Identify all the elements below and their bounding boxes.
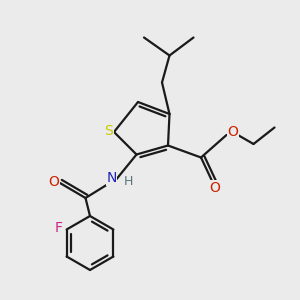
Text: O: O: [48, 175, 59, 188]
Text: N: N: [106, 172, 117, 185]
Text: H: H: [124, 175, 133, 188]
Text: S: S: [104, 124, 113, 137]
Text: O: O: [228, 125, 238, 139]
Text: O: O: [209, 181, 220, 194]
Text: F: F: [54, 221, 62, 235]
